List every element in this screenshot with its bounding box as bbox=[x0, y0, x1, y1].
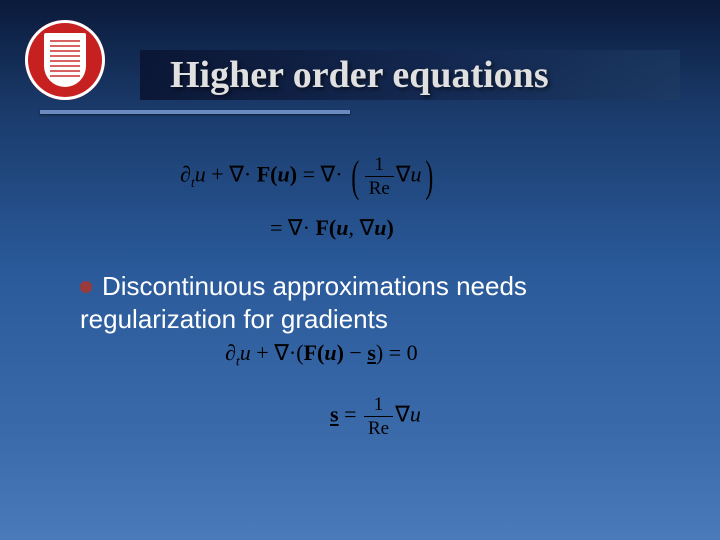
eq1-u: u bbox=[195, 162, 206, 187]
eq3-F-close: ) bbox=[337, 340, 344, 365]
slide: Higher order equations ∂tu + ∇· F(u) = ∇… bbox=[0, 0, 720, 540]
eq1-F-open: F( bbox=[257, 162, 278, 187]
eq1-u2: u bbox=[411, 162, 422, 187]
bullet-text: Discontinuous approximations needs regul… bbox=[80, 271, 527, 334]
equation-2: = ∇· F(u, ∇u) bbox=[270, 215, 394, 241]
eq3-F-open: F( bbox=[304, 340, 325, 365]
eq4-frac-den: Re bbox=[364, 417, 393, 438]
eq1-F-close: ) bbox=[290, 162, 297, 187]
emblem-shield-icon bbox=[44, 33, 86, 87]
eq4-s: s bbox=[330, 402, 339, 427]
eq4-frac-num: 1 bbox=[364, 395, 393, 417]
eq1-nabla3: ∇ bbox=[396, 162, 411, 187]
title-underline bbox=[40, 110, 350, 114]
eq1-equals: = bbox=[297, 162, 320, 187]
eq2-F-open: F( bbox=[315, 215, 336, 240]
eq3-F-arg: u bbox=[324, 340, 336, 365]
eq2-F-close: ) bbox=[386, 215, 393, 240]
eq2-dot: · bbox=[303, 215, 310, 240]
eq1-lparen: ( bbox=[351, 159, 359, 194]
eq4-nabla: ∇ bbox=[395, 402, 410, 427]
eq2-comma: , bbox=[348, 215, 359, 240]
eq1-frac-num: 1 bbox=[365, 155, 394, 177]
eq1-nabla: ∇ bbox=[229, 162, 244, 187]
eq4-frac: 1Re bbox=[364, 395, 393, 438]
eq3-nabla: ∇ bbox=[274, 340, 289, 365]
eq1-nabla2: ∇ bbox=[321, 162, 336, 187]
equation-1: ∂tu + ∇· F(u) = ∇· (1Re∇u) bbox=[180, 155, 436, 198]
eq1-plus: + bbox=[206, 162, 229, 187]
bullet-item: Discontinuous approximations needs regul… bbox=[80, 270, 680, 335]
equation-4: s = 1Re∇u bbox=[330, 395, 421, 438]
eq4-u: u bbox=[410, 402, 421, 427]
eq1-frac-den: Re bbox=[365, 177, 394, 198]
eq3-minus: − bbox=[344, 340, 367, 365]
eq2-equals: = bbox=[270, 215, 288, 240]
eq1-rparen: ) bbox=[425, 159, 433, 194]
eq1-frac: 1Re bbox=[365, 155, 394, 198]
eq3-lparen: ( bbox=[296, 340, 303, 365]
eq2-arg1: u bbox=[336, 215, 348, 240]
eq3-equals: = 0 bbox=[383, 340, 417, 365]
eq1-dot: · bbox=[244, 162, 251, 187]
eq1-F-arg: u bbox=[278, 162, 290, 187]
eq3-plus: + bbox=[251, 340, 274, 365]
eq1-partial: ∂ bbox=[180, 162, 191, 187]
eq3-s: s bbox=[367, 340, 376, 365]
title-bar: Higher order equations bbox=[140, 50, 680, 100]
university-emblem bbox=[25, 20, 105, 100]
equation-3: ∂tu + ∇·(F(u) − s) = 0 bbox=[225, 340, 418, 370]
bullet-icon bbox=[80, 281, 92, 293]
eq1-dot2: · bbox=[335, 162, 342, 187]
slide-title: Higher order equations bbox=[170, 53, 549, 97]
eq2-nabla: ∇ bbox=[288, 215, 303, 240]
eq3-u: u bbox=[240, 340, 251, 365]
eq4-equals: = bbox=[339, 402, 362, 427]
eq3-partial: ∂ bbox=[225, 340, 236, 365]
eq2-arg2: u bbox=[374, 215, 386, 240]
eq2-nabla2: ∇ bbox=[359, 215, 374, 240]
